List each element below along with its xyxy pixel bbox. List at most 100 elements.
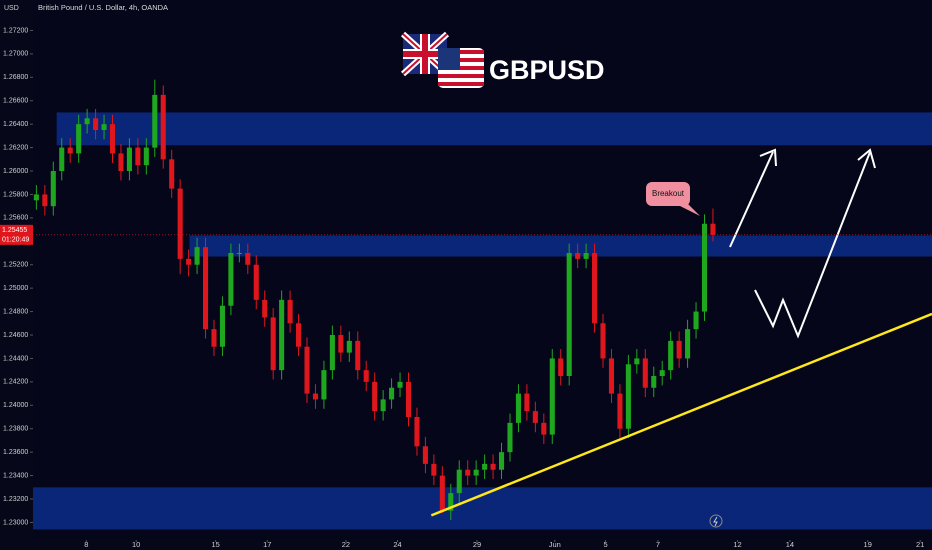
candle-body (634, 358, 640, 365)
candle-body (600, 323, 606, 359)
countdown: 01:20:49 (2, 237, 29, 244)
x-tick-label: 29 (473, 540, 481, 549)
y-tick-label: 1.25000 (3, 285, 28, 292)
candle-body (355, 340, 361, 371)
logo-text: GBPUSD (489, 55, 605, 85)
candle-body (659, 370, 665, 377)
y-tick-label: 1.23600 (3, 449, 28, 456)
candle-body (414, 417, 420, 447)
candle-body (710, 223, 716, 235)
candle-body (592, 253, 598, 324)
candle-body (490, 463, 496, 470)
candle-body (245, 253, 251, 265)
candle-body (372, 381, 378, 412)
arrow (754, 151, 871, 339)
candle-body (465, 469, 471, 476)
zone (189, 235, 932, 257)
candle-body (397, 381, 403, 388)
y-tick-label: 1.27000 (3, 51, 28, 58)
candle-body (380, 399, 386, 412)
callout: Breakout (646, 182, 700, 216)
x-tick-label: 17 (263, 540, 271, 549)
candle-body (389, 387, 395, 400)
candle-body (202, 247, 209, 330)
x-tick-label: Jun (549, 540, 561, 549)
candle-body (312, 393, 319, 400)
candle-body (109, 124, 116, 154)
candle-body (482, 463, 488, 470)
y-tick-label: 1.26200 (3, 144, 28, 151)
candle-body (346, 340, 352, 353)
candle-body (67, 147, 73, 154)
x-tick-label: 15 (212, 540, 220, 549)
y-tick-label: 1.23800 (3, 426, 28, 433)
projection-arrows (729, 148, 876, 339)
y-tick-label: 1.26000 (3, 168, 28, 175)
candle-body (524, 393, 530, 412)
candle-body (431, 463, 437, 476)
candle-body (473, 469, 479, 476)
y-tick-label: 1.23400 (3, 472, 28, 479)
candle-body (211, 329, 217, 347)
arrow-head (857, 148, 876, 169)
candle-body (101, 124, 107, 131)
y-tick-label: 1.24600 (3, 332, 28, 339)
candle-body (287, 299, 293, 324)
candle-body (135, 147, 141, 166)
candle-body (279, 299, 285, 371)
candle-body (126, 147, 132, 172)
candle-body (152, 94, 158, 148)
candle-body (608, 358, 615, 394)
event-icon[interactable] (709, 514, 723, 528)
candle-body (194, 247, 200, 265)
candle-body (617, 393, 623, 429)
x-tick-label: 12 (733, 540, 741, 549)
candle-body (50, 171, 56, 207)
candle-body (575, 253, 581, 259)
y-tick-label: 1.26400 (3, 121, 28, 128)
x-tick-label: 14 (786, 540, 794, 549)
candle-body (262, 299, 268, 318)
logo: GBPUSD (400, 31, 605, 88)
x-tick-label: 24 (393, 540, 401, 549)
candle-body (422, 446, 428, 464)
x-tick-label: 7 (656, 540, 660, 549)
candle-body (507, 422, 513, 453)
candle-body (42, 194, 48, 207)
candle-body (270, 317, 276, 371)
callout-text: Breakout (652, 189, 685, 198)
x-tick-label: 21 (916, 540, 924, 549)
candle-body (668, 340, 674, 371)
candle-body (405, 381, 412, 418)
candle-body (76, 124, 82, 154)
y-tick-label: 1.25200 (3, 262, 28, 269)
candle-body (363, 370, 369, 382)
candle-body (228, 253, 234, 306)
candle-body (93, 118, 99, 131)
arrow-head (759, 148, 777, 167)
y-tick-label: 1.24400 (3, 355, 28, 362)
y-tick-label: 1.24800 (3, 308, 28, 315)
candle-body (541, 422, 547, 435)
x-axis-strip (0, 540, 932, 550)
last-price-label: 1.25455 (2, 227, 27, 234)
candle-body (321, 370, 327, 400)
candle-body (253, 264, 259, 300)
candle-body (296, 323, 302, 347)
candle-body (701, 223, 708, 312)
candle-body (177, 188, 183, 259)
candle-body (651, 376, 657, 388)
x-tick-label: 8 (84, 540, 88, 549)
candle-body (219, 305, 225, 347)
candle-body (532, 411, 538, 423)
y-tick-label: 1.23200 (3, 496, 28, 503)
x-tick-label: 19 (864, 540, 872, 549)
candle-body (558, 358, 564, 377)
x-tick-label: 22 (342, 540, 350, 549)
y-tick-label: 1.26800 (3, 74, 28, 81)
x-tick-label: 10 (132, 540, 140, 549)
y-tick-label: 1.25600 (3, 215, 28, 222)
candle-body (693, 311, 699, 330)
y-tick-label: 1.25800 (3, 191, 28, 198)
